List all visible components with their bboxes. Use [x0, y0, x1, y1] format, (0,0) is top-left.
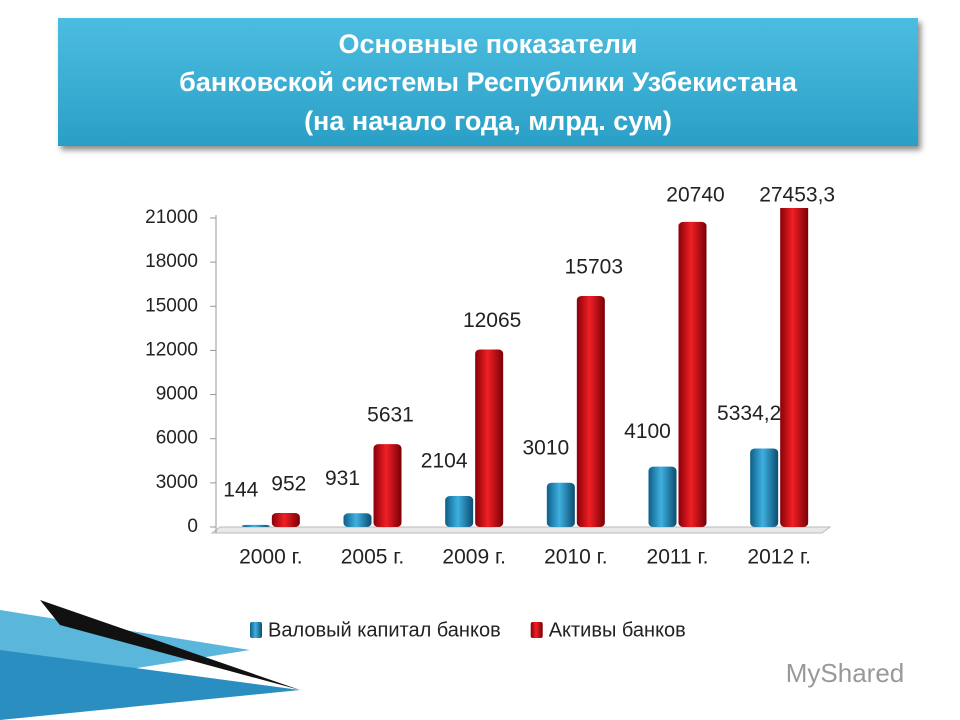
y-tick-label: 6000	[156, 428, 198, 449]
x-tick-label: 2009 г.	[442, 546, 505, 569]
bar	[343, 513, 372, 527]
x-tick-label: 2012 г.	[747, 546, 810, 569]
value-label: 931	[325, 467, 360, 490]
title-line: банковской системы Республики Узбекистан…	[179, 67, 798, 97]
bar	[241, 524, 270, 527]
value-label: 2104	[421, 450, 468, 473]
bar	[546, 482, 575, 527]
bar	[750, 448, 779, 527]
decor	[0, 650, 300, 720]
value-label: 3010	[522, 436, 569, 459]
bar	[678, 221, 707, 527]
bar	[475, 349, 504, 527]
bar	[576, 295, 605, 527]
y-tick-label: 15000	[145, 295, 198, 316]
y-tick-label: 9000	[156, 384, 198, 405]
watermark: MyShared	[786, 658, 905, 688]
value-label: 12065	[463, 309, 521, 332]
value-label: 27453,3	[759, 184, 835, 207]
legend-label: Активы банков	[549, 619, 686, 641]
value-label: 4100	[624, 420, 671, 443]
title-box	[58, 18, 918, 146]
bar	[445, 496, 474, 527]
y-tick-label: 18000	[145, 251, 198, 272]
value-label: 15703	[565, 255, 623, 278]
legend-label: Валовый капитал банков	[268, 619, 501, 641]
title-line: (на начало года, млрд. сум)	[304, 106, 672, 136]
x-tick-label: 2010 г.	[544, 546, 607, 569]
decor	[40, 600, 300, 690]
y-tick-label: 21000	[145, 207, 198, 228]
value-label: 144	[223, 478, 258, 501]
y-tick-label: 12000	[145, 339, 198, 360]
legend-swatch	[530, 622, 543, 638]
value-label: 20740	[666, 184, 724, 207]
value-label: 5334,2	[717, 402, 781, 425]
y-tick-label: 0	[187, 516, 198, 537]
title-line: Основные показатели	[338, 29, 637, 59]
bar	[780, 208, 809, 527]
bar	[648, 466, 677, 527]
floor	[210, 526, 832, 534]
bars	[241, 208, 809, 527]
legend-swatch	[250, 622, 262, 638]
x-tick-label: 2000 г.	[239, 546, 302, 569]
x-tick-label: 2011 г.	[647, 546, 709, 569]
value-label: 5631	[367, 404, 414, 427]
y-tick-label: 3000	[156, 472, 198, 493]
bar	[373, 444, 402, 527]
bar	[271, 512, 300, 527]
x-tick-label: 2005 г.	[341, 546, 404, 569]
value-label: 952	[271, 473, 306, 496]
